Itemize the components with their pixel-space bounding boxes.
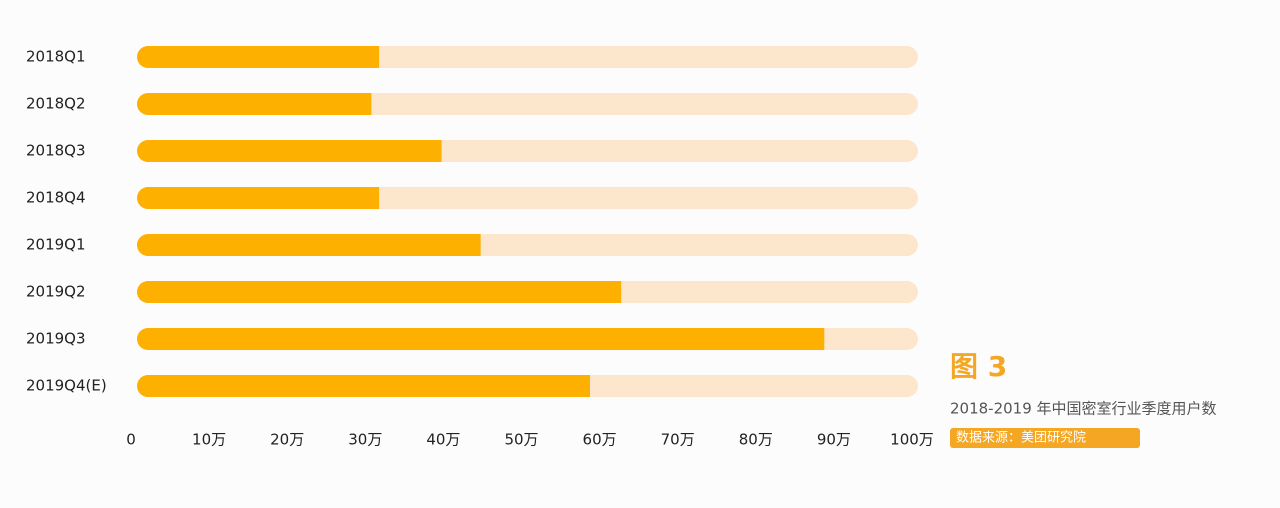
bar [137, 46, 380, 68]
y-tick-label: 2019Q4(E) [26, 377, 107, 395]
bar [368, 46, 380, 68]
x-tick-label: 60万 [583, 431, 617, 449]
x-tick-label: 50万 [504, 431, 538, 449]
y-tick-label: 2018Q4 [26, 189, 86, 207]
bar [137, 281, 622, 303]
x-tick-label: 90万 [817, 431, 851, 449]
x-tick-label: 40万 [426, 431, 460, 449]
x-tick-label: 10万 [192, 431, 226, 449]
source-note: 数据来源：美团研究院 [956, 431, 1086, 446]
bar [813, 328, 825, 350]
y-tick-label: 2019Q3 [26, 330, 86, 348]
bar [360, 93, 372, 115]
bar [137, 187, 380, 209]
bar [137, 234, 481, 256]
bar [610, 281, 622, 303]
bar [469, 234, 481, 256]
bar [137, 328, 825, 350]
x-tick-label: 80万 [739, 431, 773, 449]
chart-title: 图 3 [950, 350, 1007, 383]
bar [137, 140, 442, 162]
y-tick-label: 2018Q2 [26, 95, 86, 113]
x-tick-label: 70万 [661, 431, 695, 449]
y-tick-label: 2019Q2 [26, 283, 86, 301]
chart-subtitle: 2018-2019 年中国密室行业季度用户数 [950, 400, 1217, 418]
x-tick-label: 20万 [270, 431, 304, 449]
source-badge [950, 428, 1140, 448]
bar [430, 140, 442, 162]
y-tick-label: 2018Q1 [26, 48, 86, 66]
x-tick-label: 30万 [348, 431, 382, 449]
y-tick-label: 2019Q1 [26, 236, 86, 254]
x-tick-label: 0 [126, 431, 136, 449]
bar [578, 375, 590, 397]
y-tick-label: 2018Q3 [26, 142, 86, 160]
bar [137, 375, 590, 397]
x-tick-label: 100万 [890, 431, 934, 449]
bar [137, 93, 372, 115]
bar [368, 187, 380, 209]
